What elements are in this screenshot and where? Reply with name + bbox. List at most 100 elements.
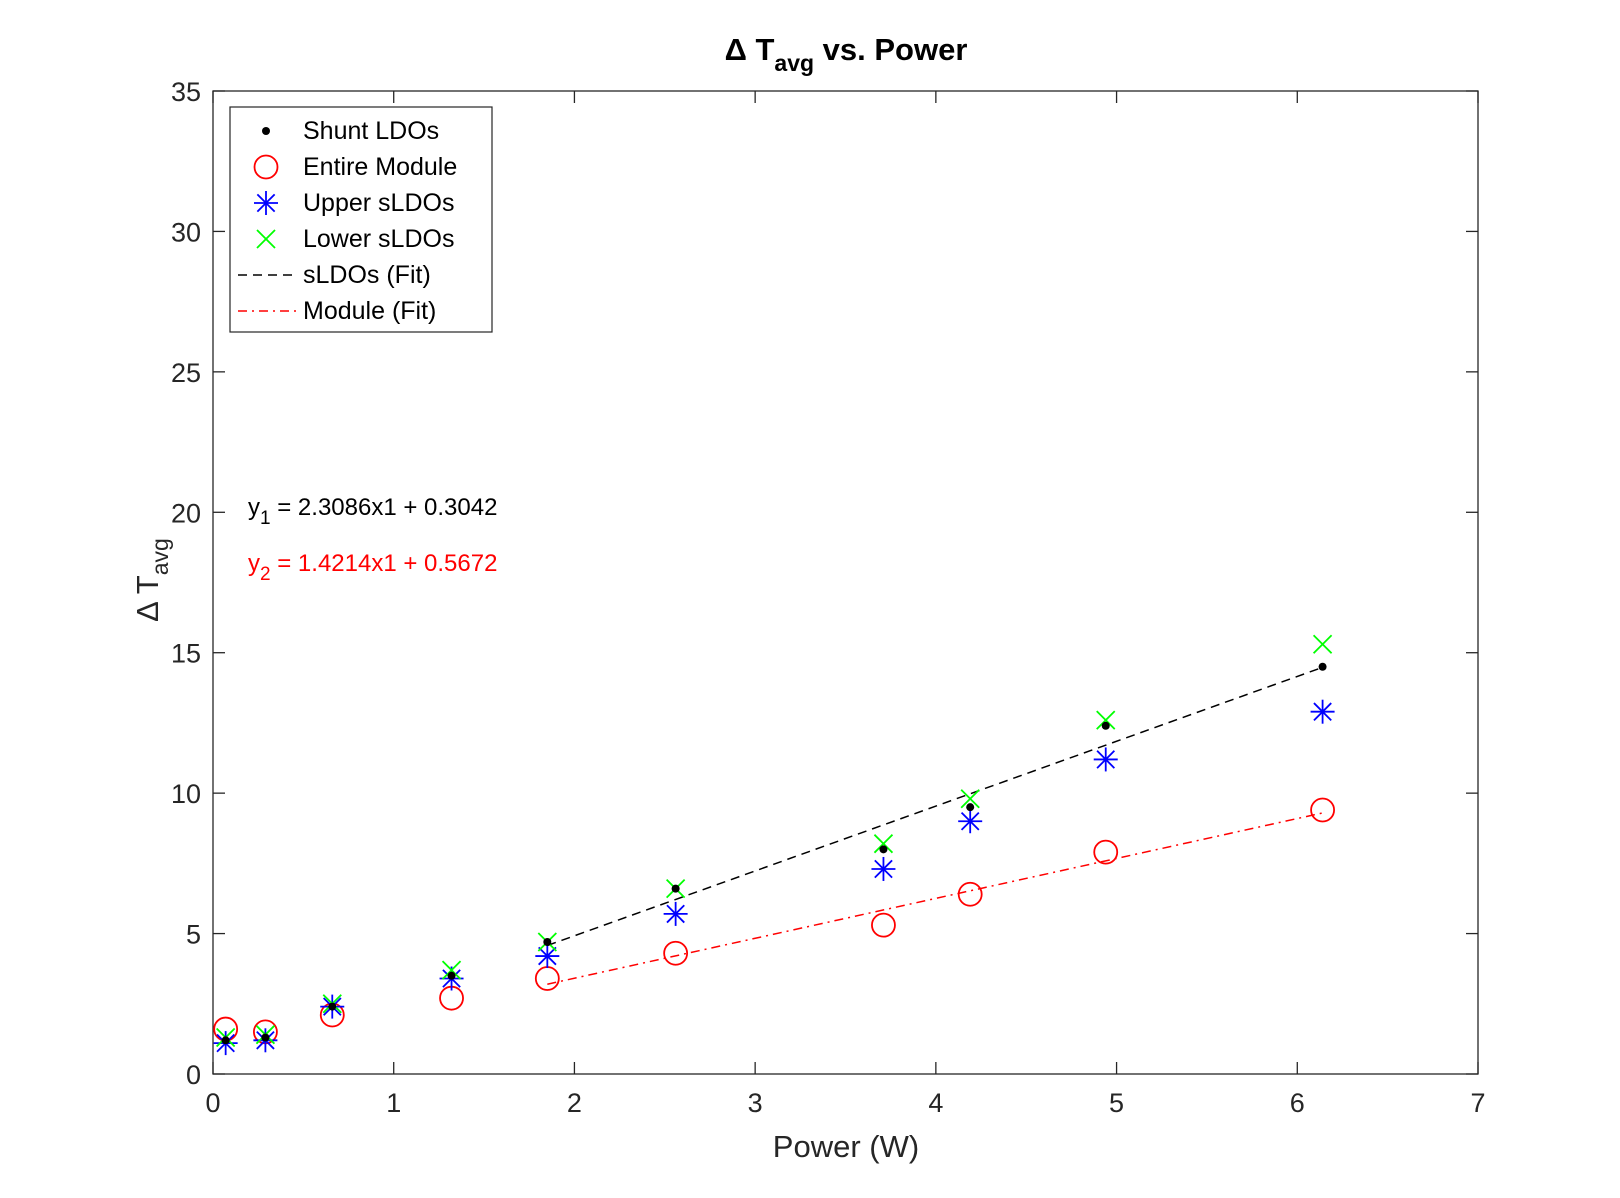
y-tick-label: 35 [171, 77, 201, 107]
asterisk-stroke [256, 193, 276, 213]
dot-mark [221, 1036, 230, 1045]
dot-mark [543, 937, 552, 946]
dot-mark [879, 845, 888, 854]
data-markers [213, 634, 1335, 1056]
equation-2-sub: 2 [260, 564, 271, 585]
legend-symbol-marker [253, 154, 279, 180]
dot-mark [966, 803, 975, 812]
x-tick-label: 4 [928, 1088, 943, 1118]
y-tick-label: 30 [171, 217, 201, 247]
data-point-series-3 [1096, 710, 1116, 730]
x-tick-label: 0 [205, 1088, 220, 1118]
legend-symbols [238, 127, 298, 312]
equation-annotation-1: y1 = 2.3086x1 + 0.3042 [248, 494, 497, 529]
equation-annotation-2: y2 = 1.4214x1 + 0.5672 [248, 550, 497, 585]
legend-box [229, 106, 493, 333]
fit-line-series-5 [547, 812, 1323, 985]
data-point-series-1 [1093, 839, 1119, 865]
asterisk-stroke [666, 904, 685, 924]
legend-symbol-marker [254, 191, 278, 215]
y-axis-label-main: Δ T [130, 575, 165, 622]
x-tick-label: 3 [748, 1088, 763, 1118]
data-point-series-2 [871, 856, 896, 881]
dot-mark [261, 1033, 270, 1042]
data-point-series-1 [957, 881, 983, 907]
x-tick-label: 2 [567, 1088, 582, 1118]
chart-title: Δ Tavg vs. Power [725, 32, 968, 76]
asterisk-stroke [1313, 702, 1332, 721]
chart-title-sub: avg [774, 50, 814, 76]
equation-1-rest: = 2.3086x1 + 0.3042 [271, 494, 498, 521]
x-stroke [441, 960, 462, 980]
axis-ticks [212, 90, 1479, 1075]
asterisk-stroke [960, 811, 980, 831]
dot-mark [1318, 662, 1327, 671]
dot-mark [328, 1002, 337, 1011]
data-point-series-0 [966, 803, 975, 812]
chart-title-suffix: vs. Power [814, 32, 967, 67]
data-point-series-3 [1312, 634, 1333, 654]
data-point-series-0 [1101, 721, 1110, 730]
x-axis-label: Power (W) [773, 1129, 919, 1164]
x-stroke [873, 834, 894, 854]
x-tick-label: 7 [1470, 1088, 1485, 1118]
asterisk-stroke [1096, 750, 1116, 769]
asterisk-stroke [538, 946, 557, 966]
legend-entry-entire-module: Entire Module [303, 153, 457, 181]
y-tick-label: 20 [171, 498, 201, 528]
data-point-series-0 [671, 884, 680, 893]
legend-entry-module-fit: Module (Fit) [303, 297, 436, 325]
y-tick-label: 10 [171, 779, 201, 809]
asterisk-stroke [874, 859, 893, 879]
legend-entry-upper-sldos: Upper sLDOs [303, 189, 454, 217]
dot-mark [671, 884, 680, 893]
x-tick-labels: 0 1 2 3 4 5 6 7 [205, 1088, 1485, 1118]
data-point-series-0 [221, 1036, 230, 1045]
x-stroke [1096, 710, 1116, 730]
legend: Shunt LDOs Entire Module Upper sLDOs Low… [229, 106, 493, 333]
x-tick-label: 6 [1290, 1088, 1305, 1118]
x-tick-label: 5 [1109, 1088, 1124, 1118]
legend-symbol-marker [256, 229, 276, 249]
y-axis-label-sub: avg [147, 538, 173, 575]
dot-mark [262, 127, 270, 135]
legend-entry-sldos-fit: sLDOs (Fit) [303, 261, 431, 289]
x-stroke [960, 789, 980, 809]
legend-symbol-marker [262, 127, 270, 135]
data-point-series-1 [871, 912, 896, 938]
data-point-series-3 [441, 960, 462, 980]
data-point-series-0 [447, 971, 456, 980]
data-point-series-0 [328, 1002, 337, 1011]
equation-2-rest: = 1.4214x1 + 0.5672 [271, 550, 498, 577]
legend-entry-lower-sldos: Lower sLDOs [303, 225, 454, 253]
data-point-series-0 [879, 845, 888, 854]
data-point-series-2 [535, 944, 560, 969]
data-point-series-3 [873, 834, 894, 854]
dot-mark [447, 971, 456, 980]
data-point-series-0 [1318, 662, 1327, 671]
y-tick-labels: 0 5 10 15 20 25 30 35 [171, 77, 201, 1090]
data-point-series-0 [261, 1033, 270, 1042]
data-point-series-0 [543, 937, 552, 946]
data-point-series-2 [663, 901, 688, 926]
chart-title-main: Δ T [725, 32, 775, 67]
legend-entry-shunt-ldos: Shunt LDOs [303, 117, 439, 145]
circle-mark [1093, 839, 1119, 865]
data-point-series-3 [960, 789, 980, 809]
equation-1-prefix: y [248, 494, 260, 521]
circle-mark [253, 154, 279, 180]
equation-1-sub: 1 [260, 508, 271, 529]
x-stroke [1312, 634, 1333, 654]
dot-mark [1101, 721, 1110, 730]
y-tick-label: 25 [171, 358, 201, 388]
circle-mark [663, 940, 689, 966]
y-axis-label: Δ Tavg [130, 538, 173, 622]
data-point-series-1 [1310, 797, 1335, 823]
equation-2-prefix: y [248, 550, 260, 577]
data-point-series-2 [1093, 747, 1118, 772]
circle-mark [871, 912, 896, 938]
circle-mark [957, 881, 983, 907]
x-tick-label: 1 [386, 1088, 401, 1118]
y-tick-label: 15 [171, 639, 201, 669]
